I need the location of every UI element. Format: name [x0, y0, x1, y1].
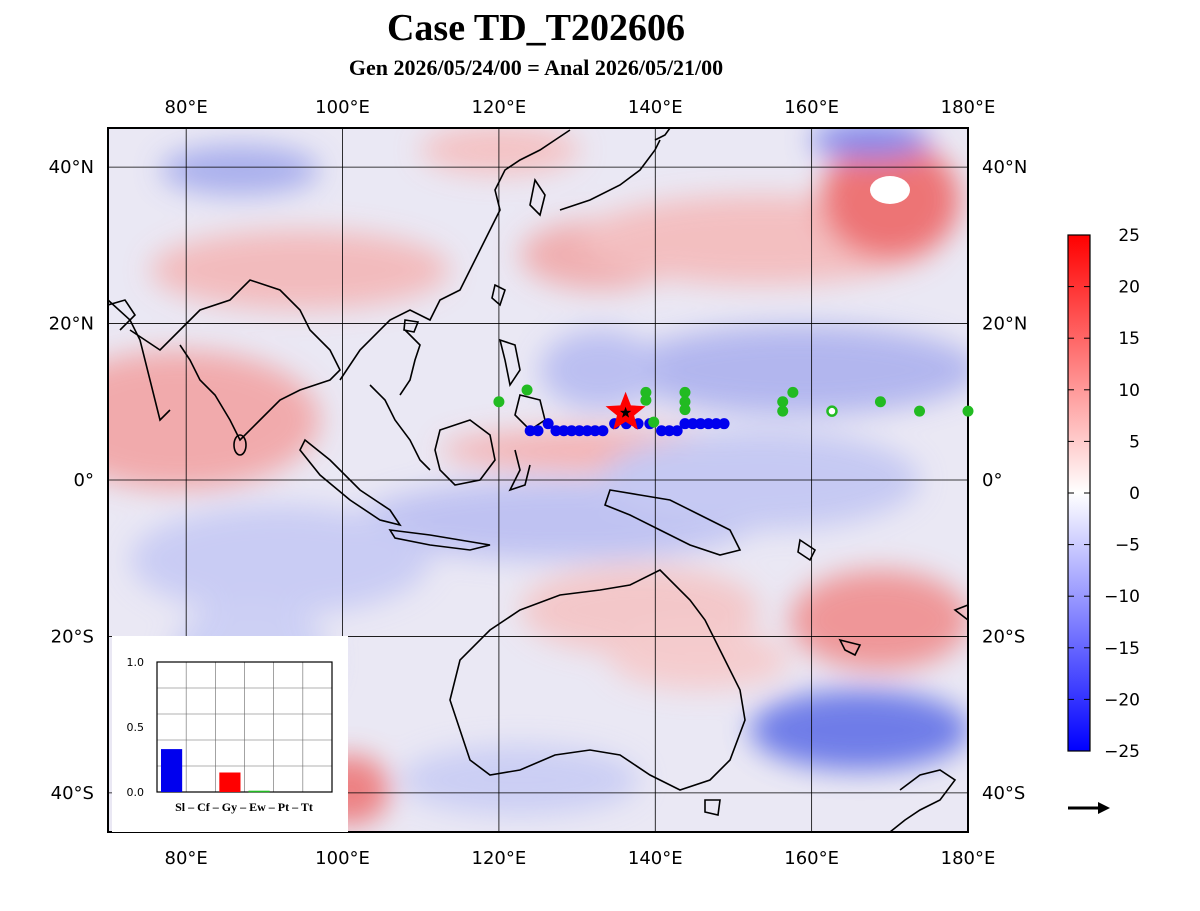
lon-tick-label: 100°E: [315, 848, 370, 869]
track-point-blue: [597, 425, 609, 437]
lon-tick-label: 160°E: [784, 97, 839, 118]
track-point-blue: [524, 425, 536, 437]
track-point-blue: [710, 418, 722, 430]
inset-ytick-label: 0.0: [127, 786, 145, 799]
lat-tick-label: 40°S: [982, 783, 1025, 804]
colorbar-label: 20: [1118, 278, 1140, 298]
lat-labels-left: 40°N 20°N 0° 20°S 40°S: [49, 157, 94, 804]
blue-track: [524, 418, 730, 437]
lon-tick-label: 160°E: [784, 848, 839, 869]
track-point-blue: [656, 425, 668, 437]
lon-tick-label: 180°E: [941, 848, 996, 869]
track-point-green-open: [826, 405, 838, 417]
coastlines: [108, 128, 968, 832]
lon-tick-label: 140°E: [628, 97, 683, 118]
arrow-right-icon: [1098, 802, 1110, 814]
track-point-green: [787, 386, 799, 398]
inset-category-labels: Sl – Cf – Gy – Ew – Pt – Tt: [175, 800, 313, 814]
genesis-star-inner: [619, 406, 632, 418]
lat-tick-label: 20°S: [982, 626, 1025, 647]
inset-bar-ew: [248, 790, 270, 793]
colorbar-label: 5: [1129, 432, 1140, 452]
colorbar-label: −20: [1104, 690, 1140, 710]
colorbar-label: −10: [1104, 587, 1140, 607]
lat-tick-label: 40°N: [49, 157, 94, 178]
lon-tick-label: 120°E: [472, 97, 527, 118]
track-point-blue: [566, 425, 578, 437]
lat-tick-label: 0°: [982, 470, 1002, 491]
track-point-green: [521, 384, 533, 396]
track-point-green: [962, 405, 974, 417]
inset-frame: [156, 661, 333, 793]
lon-tick-label: 80°E: [165, 848, 208, 869]
lon-labels-top: 80°E 100°E 120°E 140°E 160°E 180°E: [165, 97, 996, 118]
track-point-blue: [663, 425, 675, 437]
lat-labels-right: 40°N 20°N 0° 20°S 40°S: [982, 157, 1027, 804]
track-point-blue: [589, 425, 601, 437]
lat-tick-label: 0°: [74, 470, 94, 491]
inset-ytick-label: 1.0: [127, 656, 145, 669]
track-point-green: [640, 394, 652, 406]
lon-tick-label: 120°E: [472, 848, 527, 869]
colorbar-label: 0: [1129, 484, 1140, 504]
track-point-blue: [702, 418, 714, 430]
track-point-green: [777, 405, 789, 417]
track-point-green: [874, 396, 886, 408]
lon-tick-label: 180°E: [941, 97, 996, 118]
page-subtitle: Gen 2026/05/24/00 = Anal 2026/05/21/00: [348, 55, 724, 80]
lon-tick-label: 100°E: [315, 97, 370, 118]
inset-bar-gy: [219, 772, 241, 792]
track-point-green: [493, 396, 505, 408]
track-point-blue: [695, 418, 707, 430]
lon-labels-bottom: 80°E 100°E 120°E 140°E 160°E 180°E: [165, 848, 996, 869]
lat-tick-label: 20°N: [982, 314, 1027, 335]
track-point-blue: [558, 425, 570, 437]
colorbar-label: −5: [1115, 536, 1140, 556]
track-point-green: [914, 405, 926, 417]
track-point-blue: [550, 425, 562, 437]
lon-tick-label: 80°E: [165, 97, 208, 118]
track-point-green: [777, 396, 789, 408]
colorbar: 25 20 15 10 5 0 −5 −10 −15 −20 −25: [1067, 226, 1140, 762]
colorbar-label: 25: [1118, 226, 1140, 246]
lat-tick-label: 40°N: [982, 157, 1027, 178]
lat-tick-label: 40°S: [51, 783, 94, 804]
lon-tick-label: 140°E: [628, 848, 683, 869]
track-point-blue: [573, 425, 585, 437]
colorbar-label: −15: [1104, 639, 1140, 659]
track-point-green: [640, 386, 652, 398]
inset-bar-sl: [161, 749, 183, 792]
genesis-star-icon: [605, 391, 646, 430]
arrow-legend: [1068, 802, 1110, 814]
track-point-blue: [679, 418, 691, 430]
track-point-blue: [687, 418, 699, 430]
inset-background: [112, 636, 348, 832]
track-point-blue: [671, 425, 683, 437]
track-point-blue: [532, 425, 544, 437]
track-point-green: [679, 404, 691, 416]
track-point-green: [679, 396, 691, 408]
track-point-green: [648, 416, 660, 428]
lat-tick-label: 20°N: [49, 314, 94, 335]
page-title: Case TD_T202606: [386, 7, 686, 49]
lat-tick-label: 20°S: [51, 626, 94, 647]
track-point-blue: [581, 425, 593, 437]
track-point-green: [679, 386, 691, 398]
inset-chart: 1.0 0.5 0.0 Sl – Cf – Gy – Ew – Pt – Tt: [112, 636, 348, 832]
map-frame: [107, 127, 969, 833]
inset-ytick-label: 0.5: [127, 721, 145, 734]
track-point-blue: [718, 418, 730, 430]
track-point-blue: [542, 418, 554, 430]
colorbar-label: 10: [1118, 381, 1140, 401]
green-points: [493, 384, 974, 428]
colorbar-label: −25: [1104, 742, 1140, 762]
colorbar-label: 15: [1118, 329, 1140, 349]
